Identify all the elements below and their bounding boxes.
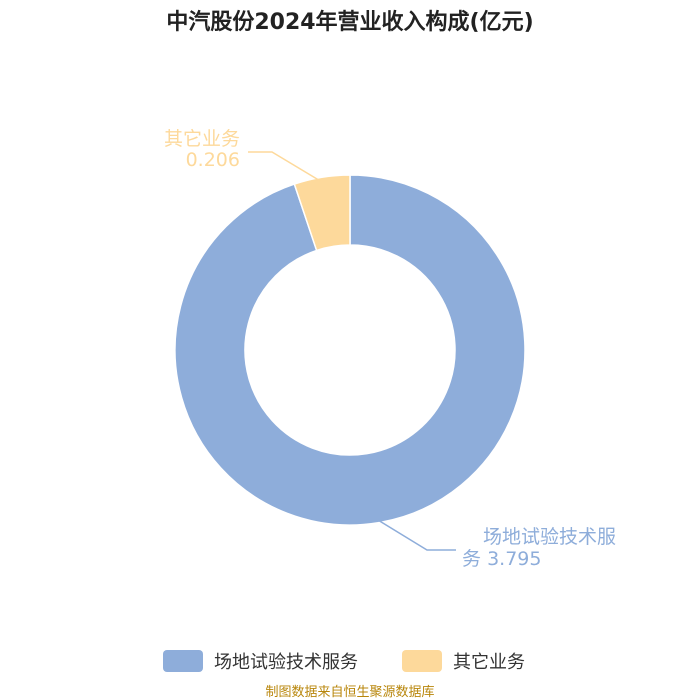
- chart-title: 中汽股份2024年营业收入构成(亿元): [166, 9, 533, 35]
- legend: 场地试验技术服务 其它业务: [163, 650, 525, 673]
- legend-swatch-other: [402, 650, 442, 672]
- legend-label-other: 其它业务: [453, 652, 525, 673]
- slices-group: [174, 174, 526, 526]
- leader-line-main: [377, 519, 456, 551]
- legend-label-main: 场地试验技术服务: [214, 652, 358, 673]
- slice-label-main-line2: 务 3.795: [462, 548, 541, 570]
- legend-swatch-main: [163, 650, 203, 672]
- leader-line-other: [248, 151, 323, 183]
- leader-lines-group: [248, 151, 456, 551]
- slice-label-other-value: 0.206: [186, 149, 240, 171]
- slice-label-other-line1: 其它业务: [164, 128, 240, 150]
- slice-label-main-line1: 场地试验技术服: [483, 526, 616, 548]
- source-note: 制图数据来自恒生聚源数据库: [265, 684, 434, 700]
- donut-slice-main: [174, 174, 526, 526]
- donut-slice-other: [293, 174, 351, 252]
